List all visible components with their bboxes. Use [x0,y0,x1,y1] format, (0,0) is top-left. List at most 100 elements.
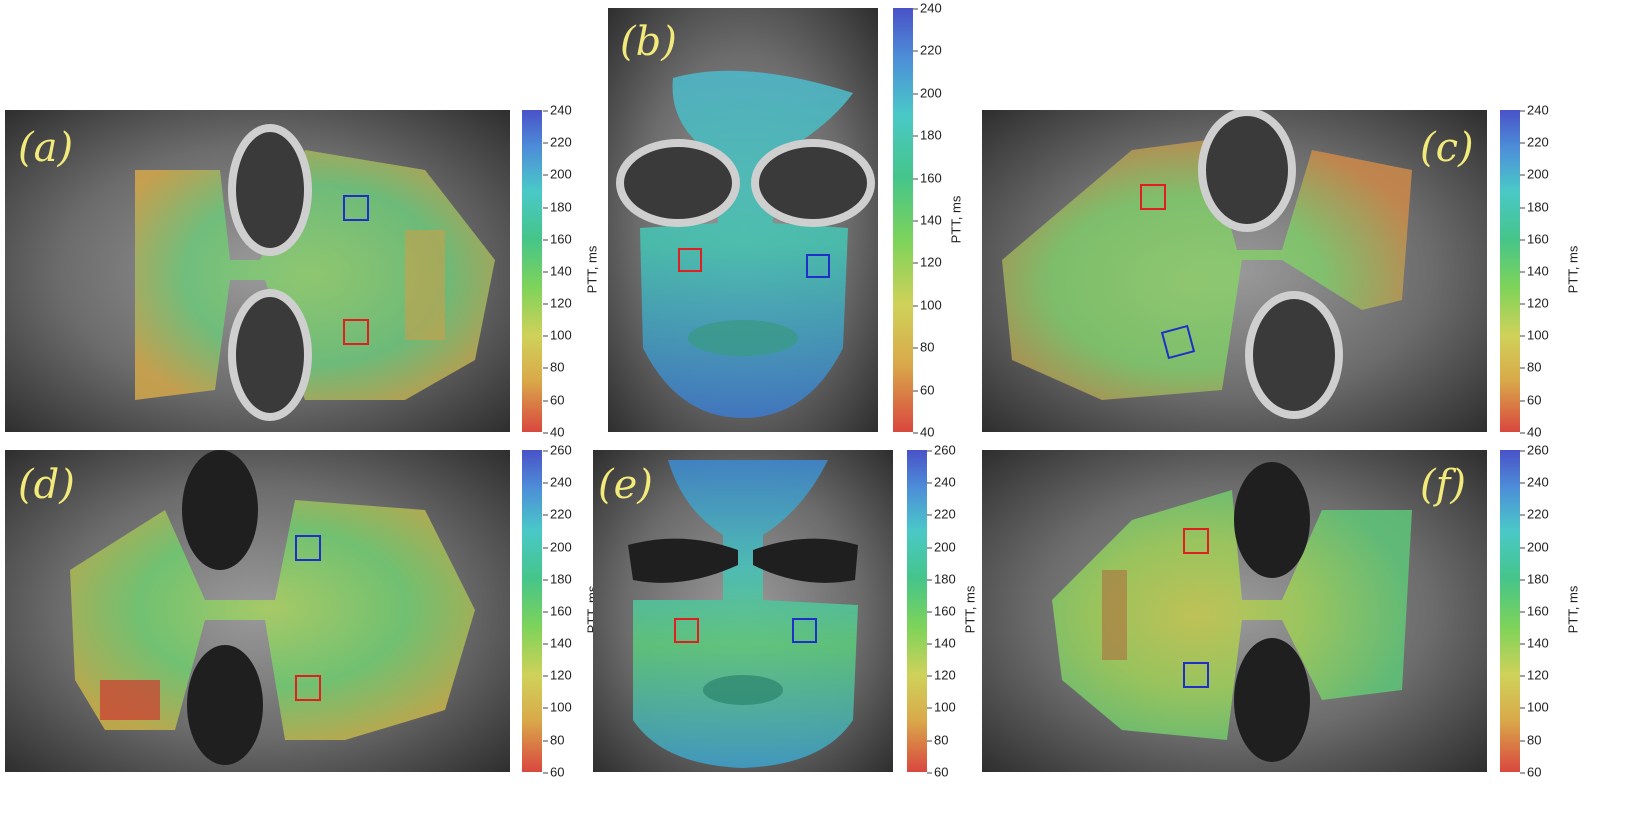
tick-b-10: 40 [912,424,935,440]
roi-blue-e [792,618,817,643]
tick-d-10: 60 [542,764,565,780]
colorbar-e [907,450,927,772]
tick-f-0: 260 [1520,442,1549,458]
tick-d-0: 260 [543,442,572,458]
roi-red-f [1183,528,1209,554]
panel-label-d: (d) [18,462,75,508]
panel-label-c: (c) [1420,125,1474,171]
tick-f-5: 160 [1520,603,1549,619]
tick-c-3: 180 [1520,199,1549,215]
colorbar-title-c: PTT, ms [1565,245,1581,294]
face-ptt-map-f [982,450,1487,772]
tick-a-1: 220 [543,134,572,150]
tick-b-5: 140 [913,212,942,228]
colorbar-b [893,8,913,432]
tick-e-9: 80 [926,732,949,748]
roi-red-c [1140,184,1166,210]
tick-d-3: 200 [543,539,572,555]
colorbar-a [522,110,542,432]
tick-e-5: 160 [927,603,956,619]
colorbar-title-a: PTT, ms [584,245,600,294]
panel-label-e: (e) [598,462,653,508]
tick-f-7: 120 [1520,667,1549,683]
tick-d-2: 220 [543,506,572,522]
tick-b-0: 240 [913,0,942,16]
tick-d-7: 120 [543,667,572,683]
tick-f-8: 100 [1520,699,1549,715]
tick-e-7: 120 [927,667,956,683]
roi-blue-d [295,535,321,561]
tick-d-9: 80 [542,732,565,748]
tick-a-6: 120 [543,295,572,311]
tick-e-0: 260 [927,442,956,458]
tick-f-3: 200 [1520,539,1549,555]
tick-c-2: 200 [1520,166,1549,182]
tick-d-8: 100 [543,699,572,715]
tick-d-4: 180 [543,571,572,587]
panel-label-a: (a) [18,125,74,171]
tick-a-0: 240 [543,102,572,118]
tick-d-6: 140 [543,635,572,651]
tick-b-2: 200 [913,85,942,101]
face-ptt-map-c [982,110,1487,432]
tick-f-4: 180 [1520,571,1549,587]
tick-e-4: 180 [927,571,956,587]
panel-label-f: (f) [1420,462,1467,508]
tick-b-6: 120 [913,254,942,270]
colorbar-d [522,450,542,772]
tick-e-6: 140 [927,635,956,651]
roi-blue-a [343,195,369,221]
colorbar-f [1500,450,1520,772]
tick-a-8: 80 [542,359,565,375]
colorbar-title-f: PTT, ms [1565,585,1581,634]
tick-b-7: 100 [913,297,942,313]
tick-f-2: 220 [1520,506,1549,522]
tick-e-8: 100 [927,699,956,715]
tick-b-9: 60 [912,382,935,398]
roi-blue-b [806,254,830,278]
tick-a-4: 160 [543,231,572,247]
roi-red-a [343,319,369,345]
panel-label-b: (b) [620,19,677,65]
tick-b-1: 220 [913,42,942,58]
roi-red-b [678,248,702,272]
tick-e-2: 220 [927,506,956,522]
tick-c-4: 160 [1520,231,1549,247]
tick-a-9: 60 [542,392,565,408]
tick-c-10: 40 [1519,424,1542,440]
colorbar-title-e: PTT, ms [962,585,978,634]
tick-c-7: 100 [1520,327,1549,343]
roi-red-e [674,618,699,643]
tick-b-3: 180 [913,127,942,143]
tick-d-5: 160 [543,603,572,619]
tick-a-7: 100 [543,327,572,343]
face-ptt-map-e [593,450,893,772]
tick-b-4: 160 [913,170,942,186]
tick-c-5: 140 [1520,263,1549,279]
tick-a-10: 40 [542,424,565,440]
tick-c-8: 80 [1519,359,1542,375]
roi-blue-f [1183,662,1209,688]
colorbar-title-b: PTT, ms [948,195,964,244]
roi-blue-c [1160,324,1196,360]
tick-e-3: 200 [927,539,956,555]
tick-a-3: 180 [543,199,572,215]
tick-f-6: 140 [1520,635,1549,651]
face-ptt-map-d [5,450,510,772]
face-ptt-map-b [608,8,878,432]
tick-a-2: 200 [543,166,572,182]
tick-e-10: 60 [926,764,949,780]
face-ptt-map-a [5,110,510,432]
roi-red-d [295,675,321,701]
tick-f-10: 60 [1519,764,1542,780]
tick-e-1: 240 [927,474,956,490]
tick-f-9: 80 [1519,732,1542,748]
tick-c-0: 240 [1520,102,1549,118]
tick-c-6: 120 [1520,295,1549,311]
tick-f-1: 240 [1520,474,1549,490]
tick-b-8: 80 [912,339,935,355]
tick-d-1: 240 [543,474,572,490]
tick-c-1: 220 [1520,134,1549,150]
tick-a-5: 140 [543,263,572,279]
colorbar-c [1500,110,1520,432]
